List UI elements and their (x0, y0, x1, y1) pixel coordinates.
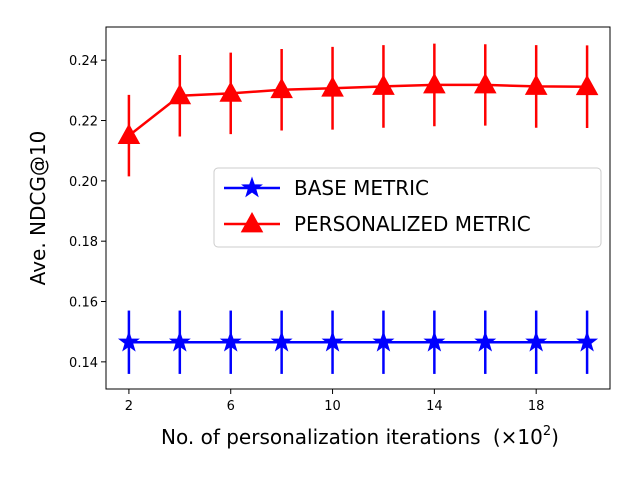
data-point (423, 330, 446, 352)
data-point (168, 83, 192, 105)
x-tick-label: 6 (227, 399, 235, 414)
series-base (117, 310, 599, 374)
data-point (321, 330, 344, 352)
x-axis-label-exponent: 2 (543, 424, 551, 439)
y-tick-label: 0.22 (69, 115, 98, 130)
data-point (474, 330, 497, 352)
data-point (219, 81, 243, 102)
y-tick-label: 0.16 (69, 296, 98, 311)
data-point (372, 74, 395, 95)
axis-ticks: 2 6 10 14 18 0.14 0.16 0.18 0.20 0.22 0.24 (69, 54, 544, 414)
legend-marker-symbol (241, 176, 263, 198)
data-point (524, 74, 548, 95)
y-tick-label: 0.24 (69, 54, 98, 69)
data-point (270, 330, 293, 352)
legend-label-base: BASE METRIC (294, 176, 429, 200)
y-axis-label: Ave. NDCG@10 (26, 131, 50, 286)
legend-marker-base (241, 176, 263, 198)
x-axis-label: No. of personalization iterations (×102) (161, 424, 559, 449)
data-point (168, 330, 191, 352)
series-personalized (117, 43, 599, 177)
x-axis-label-close: ) (551, 425, 559, 449)
legend: BASE METRIC PERSONALIZED METRIC (213, 167, 602, 248)
y-tick-label: 0.20 (69, 175, 98, 190)
x-tick-label: 10 (324, 399, 341, 414)
data-point (372, 330, 395, 352)
legend-label-personalized: PERSONALIZED METRIC (294, 212, 531, 236)
legend-frame (213, 167, 602, 248)
x-axis-label-main: No. of personalization iterations (161, 425, 480, 449)
data-point (270, 77, 293, 99)
x-tick-label: 14 (426, 399, 443, 414)
data-point (117, 330, 140, 352)
legend-marker-personalized (240, 211, 264, 233)
data-point (576, 330, 599, 352)
data-point (117, 123, 141, 145)
data-point (321, 76, 344, 97)
data-point (423, 72, 446, 94)
y-tick-label: 0.18 (69, 235, 98, 250)
x-axis-label-suffix: (×10 (493, 425, 543, 449)
plot-frame (105, 26, 611, 390)
series-line (128, 83, 588, 137)
y-tick-label: 0.14 (69, 356, 98, 371)
data-point (575, 74, 599, 96)
data-point (473, 72, 497, 94)
legend-marker-symbol (240, 211, 264, 233)
x-tick-label: 18 (528, 399, 545, 414)
data-point (219, 330, 242, 352)
data-point (525, 330, 548, 352)
x-tick-label: 2 (125, 399, 133, 414)
series-layer (117, 43, 599, 374)
